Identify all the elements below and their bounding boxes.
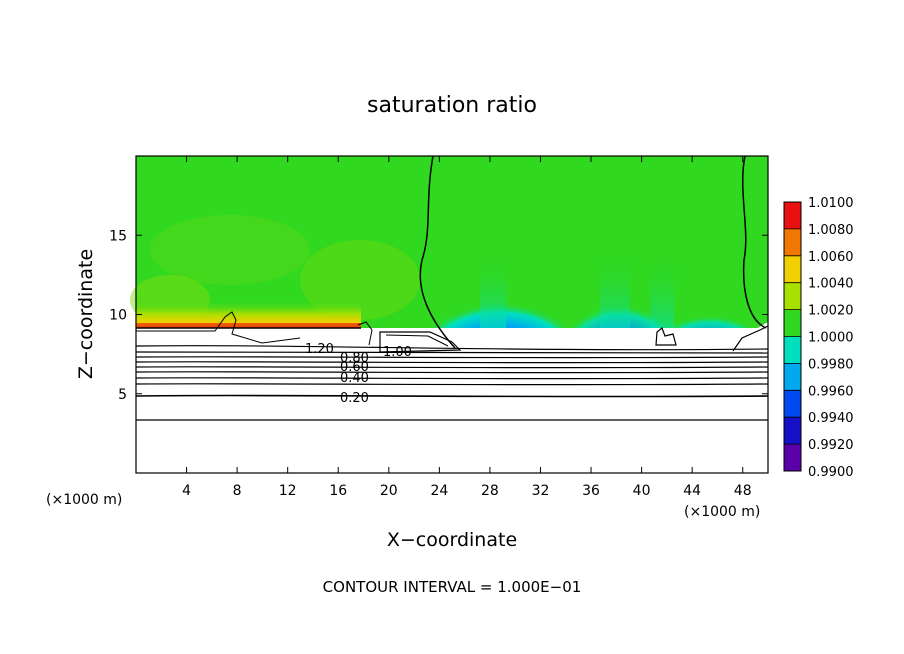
- y-tick-label: 15: [109, 228, 127, 244]
- colorbar-label: 1.0060: [808, 250, 854, 265]
- field-patch: [150, 215, 310, 285]
- colorbar-segment: [784, 417, 801, 445]
- x-tick-label: 20: [380, 483, 398, 499]
- colorbar-segment: [784, 363, 801, 391]
- dry-streak: [650, 255, 674, 330]
- colorbar-segment: [784, 228, 801, 256]
- x-tick-label: 32: [532, 483, 550, 499]
- y-tick-label: 10: [109, 308, 127, 324]
- colorbar-label: 0.9940: [808, 411, 854, 426]
- x-tick-label: 28: [481, 483, 499, 499]
- chart-title: saturation ratio: [367, 93, 537, 118]
- contour-lines: [135, 155, 769, 421]
- colorbar-label: 0.9960: [808, 384, 854, 399]
- contour-label: 0.40: [340, 371, 369, 386]
- contour-label: 1.00: [383, 345, 412, 360]
- colorbar-label: 0.9980: [808, 357, 854, 372]
- x-tick-label: 24: [430, 483, 448, 499]
- x-tick-label: 12: [279, 483, 297, 499]
- x-tick-label: 44: [683, 483, 701, 499]
- lower-region: [136, 351, 768, 473]
- colorbar-segment: [784, 255, 801, 283]
- cloud-mask: [735, 322, 768, 351]
- colorbar-label: 1.0040: [808, 277, 854, 292]
- x-unit-left: (×1000 m): [46, 492, 122, 508]
- y-axis-label: Z−coordinate: [75, 249, 97, 379]
- colorbar-segment: [784, 309, 801, 337]
- contour-label: 1.20: [305, 342, 334, 357]
- contour-label: 0.20: [340, 391, 369, 406]
- colorbar-segment: [784, 202, 801, 229]
- dry-streak: [480, 255, 506, 330]
- colorbar-segment: [784, 282, 801, 310]
- y-tick-label: 5: [118, 387, 127, 403]
- x-unit-right: (×1000 m): [684, 504, 760, 520]
- warm-edge: [136, 323, 361, 328]
- colorbar-label: 0.9920: [808, 438, 854, 453]
- colorbar: 0.9900 0.9920 0.9940 0.9960 0.9980 1.0000 1.00…: [783, 196, 854, 480]
- contour-label: 0.80: [340, 351, 369, 366]
- colorbar-label: 1.0020: [808, 304, 854, 319]
- x-tick-label: 4: [182, 483, 191, 499]
- y-axis: 5 10 15: [109, 228, 768, 403]
- dry-streak: [600, 250, 630, 330]
- contour-interval-note: CONTOUR INTERVAL = 1.000E−01: [323, 578, 582, 596]
- colorbar-label: 1.0100: [808, 196, 854, 211]
- colorbar-segment: [784, 444, 801, 471]
- x-tick-label: 36: [582, 483, 600, 499]
- x-axis: 4 8 12 16 20 24 28 32 36 40 44 48: [182, 156, 752, 499]
- x-tick-label: 8: [233, 483, 242, 499]
- x-tick-label: 16: [329, 483, 347, 499]
- x-axis-label: X−coordinate: [387, 529, 517, 551]
- colorbar-segment: [784, 390, 801, 418]
- x-tick-label: 40: [633, 483, 651, 499]
- x-tick-label: 48: [734, 483, 752, 499]
- colorbar-label: 1.0000: [808, 331, 854, 346]
- colorbar-segment: [784, 336, 801, 364]
- contour-label: 0.60: [340, 360, 369, 375]
- colorbar-label: 0.9900: [808, 465, 854, 480]
- colorbar-label: 1.0080: [808, 223, 854, 238]
- plot-area: 1.20 1.00 0.80 0.60 0.40 0.20: [130, 155, 769, 474]
